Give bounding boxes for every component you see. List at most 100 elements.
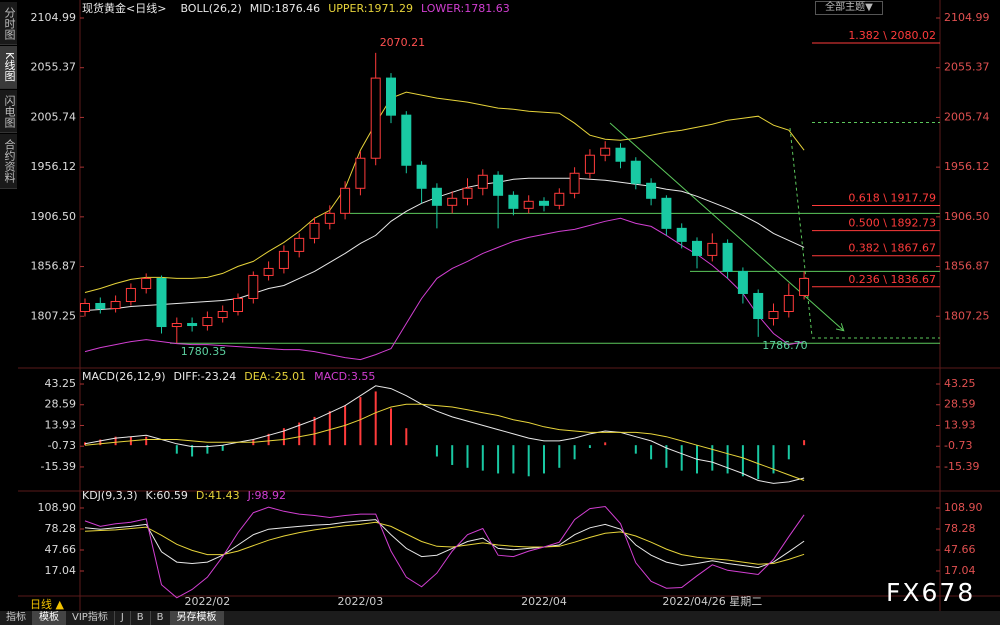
indicator-line — [84, 217, 805, 361]
candle-body — [110, 300, 121, 310]
side-tab[interactable]: 分时图 — [0, 2, 17, 45]
y-tick-label: 47.66 — [45, 543, 77, 556]
candle-body — [447, 197, 458, 206]
tab[interactable]: 另存模板 — [170, 611, 224, 625]
candle-body — [248, 274, 259, 299]
y-tick-label-right: -15.39 — [944, 460, 979, 473]
candle-body — [737, 270, 748, 294]
y-tick-label: -15.39 — [41, 460, 76, 473]
candle-body — [753, 292, 764, 320]
candle-body — [676, 227, 687, 242]
y-tick-label: 43.25 — [45, 377, 77, 390]
fib-label: 0.382 \ 1867.67 — [848, 242, 936, 255]
fib-label: 0.500 \ 1892.73 — [848, 217, 936, 230]
y-tick-label: 17.04 — [45, 564, 77, 577]
y-tick-label-right: 43.25 — [944, 377, 976, 390]
indicator-line — [84, 385, 805, 484]
price-annotation: 1780.35 — [181, 345, 227, 358]
candle-body — [156, 277, 167, 328]
candle-body — [80, 302, 90, 313]
candle-body — [355, 157, 366, 189]
panel-title: KDJ(9,3,3) — [82, 489, 138, 502]
legend-entry: J:98.92 — [247, 489, 286, 502]
y-tick-label-right: 47.66 — [944, 543, 976, 556]
candle-body — [646, 182, 657, 199]
trend-line — [789, 127, 813, 337]
candle-body — [202, 317, 213, 327]
panel-title: MACD(26,12,9) — [82, 370, 166, 383]
legend-entry: K:60.59 — [146, 489, 188, 502]
y-tick-label: 1856.87 — [31, 260, 77, 273]
candle-body — [187, 323, 198, 327]
candle-body — [462, 187, 473, 199]
price-annotation: 2070.21 — [380, 36, 426, 49]
legend-entry: D:41.43 — [196, 489, 240, 502]
indicator-line — [84, 505, 805, 599]
candle-body — [783, 294, 794, 313]
chart: 现货黄金<日线> BOLL(26,2) MID:1876.46 UPPER:1971.… — [18, 0, 1000, 611]
candle-body — [278, 250, 289, 269]
y-tick-label: 1807.25 — [31, 309, 77, 322]
tab[interactable]: J — [115, 611, 131, 625]
y-tick-label-right: -0.73 — [944, 439, 972, 452]
candle-body — [370, 77, 381, 159]
x-tick-label: 2022/02 — [185, 595, 231, 608]
candle-body — [493, 174, 504, 196]
side-tab[interactable]: 闪电图 — [0, 90, 17, 133]
y-tick-label-right: 1956.12 — [944, 160, 990, 173]
y-tick-label: 1906.50 — [31, 210, 77, 223]
panel-header: MACD(26,12,9) DIFF:-23.24 DEA:-25.01 MACD:3… — [82, 370, 375, 383]
y-tick-label: -0.73 — [48, 439, 76, 452]
tab[interactable]: 模板 — [33, 611, 66, 625]
tab[interactable]: B — [151, 611, 171, 625]
candle-body — [692, 240, 702, 256]
trend-line — [609, 122, 843, 330]
y-tick-label: 2104.99 — [31, 11, 77, 24]
candle-body — [340, 187, 351, 214]
candle-body — [661, 197, 672, 229]
legend-entry: LOWER:1781.63 — [421, 2, 510, 15]
candle-body — [554, 192, 565, 206]
side-tab[interactable]: K线图 — [0, 46, 17, 89]
candle-body — [416, 164, 427, 189]
candle-body — [233, 297, 243, 313]
fib-label: 0.618 \ 1917.79 — [848, 192, 936, 205]
candle-body — [309, 222, 320, 239]
theme-button[interactable]: 全部主题▼ — [815, 1, 883, 15]
candle-body — [217, 311, 228, 319]
tab[interactable]: B — [131, 611, 151, 625]
period-selector[interactable]: 日线 ▲ — [30, 598, 64, 611]
candle-body — [584, 154, 595, 174]
candle-body — [386, 77, 396, 116]
y-tick-label-right: 17.04 — [944, 564, 976, 577]
candle-body — [477, 174, 488, 189]
candle-body — [95, 302, 106, 310]
y-tick-label: 2055.37 — [31, 61, 77, 74]
candle-body — [539, 200, 549, 206]
y-tick-label-right: 1807.25 — [944, 309, 990, 322]
tab[interactable]: VIP指标 — [66, 611, 115, 625]
indicator-line — [84, 519, 805, 569]
legend-entry: DEA:-25.01 — [244, 370, 306, 383]
candle-body — [508, 194, 519, 209]
side-tab[interactable]: 合约资料 — [0, 134, 17, 189]
tab[interactable]: 指标 — [0, 611, 33, 625]
y-tick-label: 78.28 — [45, 522, 77, 535]
candle-body — [401, 114, 412, 166]
x-tick-label: 2022/04/26 星期二 — [662, 595, 762, 608]
x-tick-label: 2022/03 — [338, 595, 384, 608]
candle-body — [431, 187, 442, 206]
y-tick-label-right: 2055.37 — [944, 61, 990, 74]
candle-body — [294, 237, 305, 252]
candle-body — [615, 147, 626, 162]
indicator-name: BOLL(26,2) — [180, 2, 241, 15]
legend-entry: DIFF:-23.24 — [174, 370, 237, 383]
legend-entry: UPPER:1971.29 — [328, 2, 413, 15]
panel-header: 现货黄金<日线> BOLL(26,2) MID:1876.46 UPPER:1971.… — [82, 1, 510, 15]
y-tick-label-right: 1856.87 — [944, 260, 990, 273]
legend-entry: MACD:3.55 — [314, 370, 375, 383]
y-tick-label-right: 28.59 — [944, 398, 976, 411]
indicator-line — [84, 521, 805, 565]
candle-body — [799, 277, 810, 296]
